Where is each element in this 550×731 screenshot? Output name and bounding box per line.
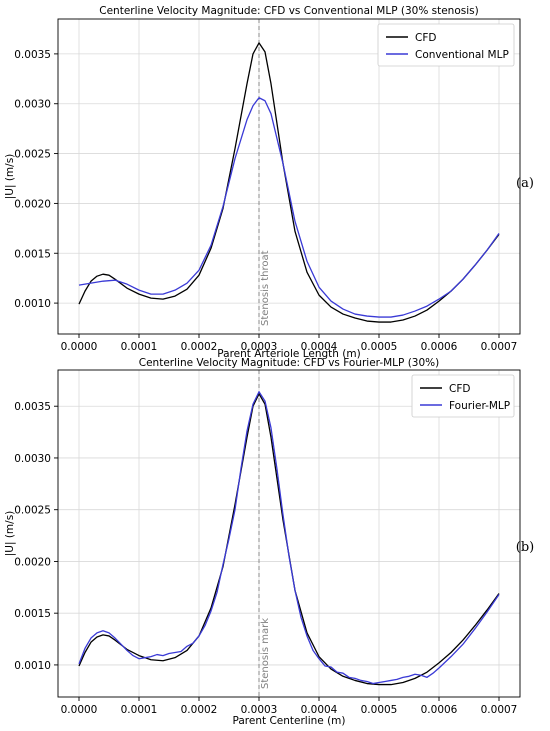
legend: CFD Conventional MLP (377, 23, 515, 67)
y-tick-label: 0.0025 (14, 149, 51, 161)
x-axis-label: Parent Arteriole Length (m) (217, 348, 360, 360)
x-tick-label: 0.0004 (301, 341, 338, 353)
y-tick-label: 0.0035 (14, 49, 51, 61)
y-tick-label: 0.0030 (14, 453, 51, 465)
x-tick-label: 0.0007 (481, 341, 518, 353)
x-tick-label: 0.0001 (121, 341, 158, 353)
x-tick-label: 0.0003 (241, 341, 278, 353)
x-tick-label: 0.0002 (181, 704, 218, 716)
x-tick-label: 0.0000 (61, 704, 98, 716)
y-tick-label: 0.0025 (14, 505, 51, 517)
axes-frame (57, 369, 521, 698)
chart-panel-1: Stenosis throat 0.0000 0.0001 0.0002 0.0003 0… (4, 5, 521, 360)
x-tick-label: 0.0006 (421, 704, 458, 716)
x-tick-label: 0.0004 (301, 704, 338, 716)
y-tick-label: 0.0030 (14, 99, 51, 111)
legend-box (411, 374, 515, 418)
y-tick-label: 0.0010 (14, 298, 51, 310)
y-tick-label: 0.0015 (14, 608, 51, 620)
x-tick-label: 0.0002 (181, 341, 218, 353)
panel-label: (a) (516, 176, 534, 191)
legend-box (377, 23, 515, 67)
legend: CFD Fourier-MLP (411, 374, 515, 418)
series-line-conventional-mlp (78, 97, 500, 318)
y-tick-label: 0.0010 (14, 660, 51, 672)
plot-area (58, 370, 520, 697)
x-tick-label: 0.0005 (361, 341, 398, 353)
stenosis-label: Stenosis throat (260, 250, 271, 326)
x-tick-label: 0.0007 (481, 704, 518, 716)
series-line-fourier-mlp (78, 391, 500, 685)
legend-label: CFD (415, 32, 436, 44)
y-tick-label: 0.0015 (14, 248, 51, 260)
y-tick-label: 0.0035 (14, 401, 51, 413)
x-tick-label: 0.0001 (121, 704, 158, 716)
series-line-cfd (78, 42, 500, 323)
legend-label: CFD (449, 383, 470, 395)
chart-panel-2: Stenosis mark 0.0000 0.0001 0.0002 0.0003 0.0… (4, 357, 521, 727)
y-axis-label: |U| (m/s) (4, 154, 16, 200)
panel-label: (b) (516, 540, 534, 555)
legend-label: Conventional MLP (415, 49, 509, 61)
x-tick-label: 0.0005 (361, 704, 398, 716)
x-tick-label: 0.0003 (241, 704, 278, 716)
x-tick-label: 0.0000 (61, 341, 98, 353)
chart-title: Centerline Velocity Magnitude: CFD vs Fo… (139, 357, 439, 369)
y-axis-label: |U| (m/s) (4, 511, 16, 557)
x-axis-label: Parent Centerline (m) (233, 715, 346, 727)
y-tick-label: 0.0020 (14, 198, 51, 210)
chart-title: Centerline Velocity Magnitude: CFD vs Co… (99, 5, 478, 17)
stenosis-label: Stenosis mark (260, 618, 271, 689)
plot-area (58, 19, 520, 334)
axes-frame (57, 18, 521, 335)
x-tick-label: 0.0006 (421, 341, 458, 353)
y-tick-label: 0.0020 (14, 556, 51, 568)
legend-label: Fourier-MLP (449, 400, 510, 412)
